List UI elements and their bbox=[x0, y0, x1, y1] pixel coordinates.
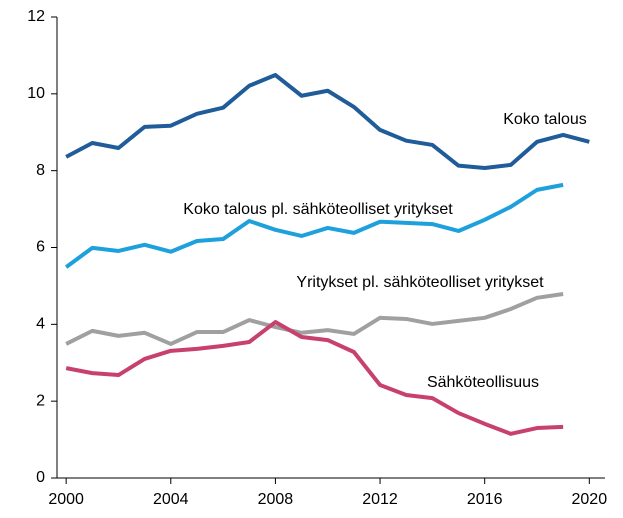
x-tick-label: 2004 bbox=[153, 491, 189, 508]
y-tick-label: 10 bbox=[27, 85, 45, 102]
y-tick-label: 8 bbox=[36, 162, 45, 179]
x-tick-label: 2012 bbox=[362, 491, 398, 508]
x-tick-label: 2008 bbox=[258, 491, 294, 508]
y-tick-label: 2 bbox=[36, 392, 45, 409]
x-tick-label: 2020 bbox=[572, 491, 608, 508]
series-line bbox=[65, 292, 564, 346]
series-line bbox=[64, 182, 564, 269]
y-tick-label: 4 bbox=[36, 316, 45, 333]
series-label: Koko talous bbox=[503, 111, 587, 128]
y-tick-label: 6 bbox=[36, 239, 45, 256]
series-label: Yritykset pl. sähköteolliset yritykset bbox=[296, 274, 544, 291]
series-line bbox=[65, 320, 564, 436]
series-label: Sähköteollisuus bbox=[427, 374, 539, 391]
series-line bbox=[65, 73, 590, 170]
x-tick-label: 2016 bbox=[467, 491, 503, 508]
series-label: Koko talous pl. sähköteolliset yritykset bbox=[183, 201, 453, 218]
x-tick-label: 2000 bbox=[48, 491, 84, 508]
y-tick-label: 12 bbox=[27, 8, 45, 25]
y-tick-label: 0 bbox=[36, 469, 45, 486]
